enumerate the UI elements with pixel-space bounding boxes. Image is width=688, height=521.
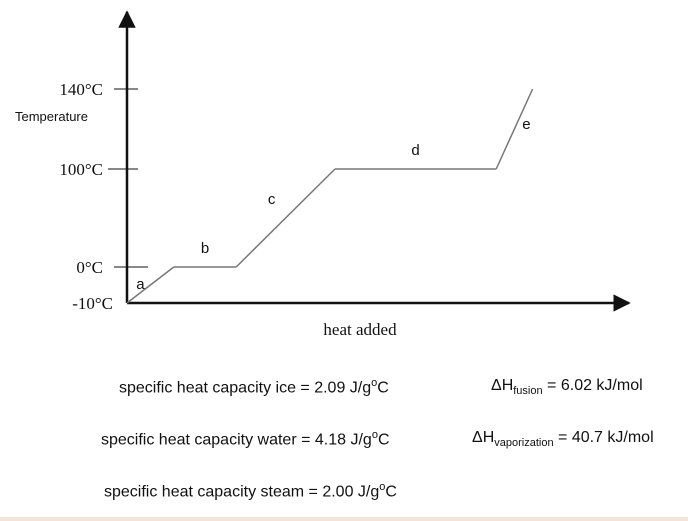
- shc-steam-text: specific heat capacity steam = 2.00 J/g: [104, 483, 380, 501]
- delta-h-symbol: ΔH: [491, 377, 514, 394]
- shc-water-text: specific heat capacity water = 4.18 J/g: [101, 431, 372, 449]
- shc-ice-text: specific heat capacity ice = 2.09 J/g: [119, 379, 372, 397]
- celsius-unit: C: [377, 379, 389, 397]
- segment-label-d: d: [411, 142, 419, 159]
- y-tick-label: 0°C: [76, 258, 103, 277]
- celsius-unit: C: [385, 483, 397, 501]
- delta-h-fusion-line: ΔHfusion = 6.02 kJ/mol: [491, 377, 643, 397]
- shc-water-line: specific heat capacity water = 4.18 J/go…: [101, 429, 390, 449]
- x-axis-label: heat added: [323, 320, 397, 339]
- vaporization-value: = 40.7 kJ/mol: [553, 429, 654, 446]
- bottom-border-strip: [0, 517, 688, 521]
- delta-h-symbol: ΔH: [472, 429, 495, 446]
- segment-label-c: c: [268, 191, 276, 208]
- celsius-unit: C: [377, 431, 390, 449]
- series-segment-a: [126, 266, 175, 304]
- vaporization-subscript: vaporization: [494, 437, 554, 450]
- delta-h-vaporization-line: ΔHvaporization = 40.7 kJ/mol: [472, 429, 654, 449]
- y-tick-label: -10°C: [72, 294, 113, 313]
- degree-symbol: o: [371, 429, 378, 441]
- fusion-value: = 6.02 kJ/mol: [542, 377, 643, 394]
- shc-ice-line: specific heat capacity ice = 2.09 J/goC: [119, 377, 389, 397]
- degree-symbol: o: [379, 481, 386, 493]
- segment-label-e: e: [522, 116, 530, 133]
- degree-symbol: o: [371, 377, 378, 389]
- shc-steam-line: specific heat capacity steam = 2.00 J/go…: [104, 481, 397, 501]
- segment-label-b: b: [201, 240, 209, 257]
- segment-label-a: a: [136, 276, 145, 293]
- y-axis-label: Temperature: [15, 109, 88, 124]
- series-segment-e: [495, 88, 534, 170]
- y-tick-label: 100°C: [59, 160, 103, 179]
- fusion-subscript: fusion: [513, 385, 543, 398]
- y-tick-label: 140°C: [59, 80, 103, 99]
- series-segment-c: [235, 168, 336, 268]
